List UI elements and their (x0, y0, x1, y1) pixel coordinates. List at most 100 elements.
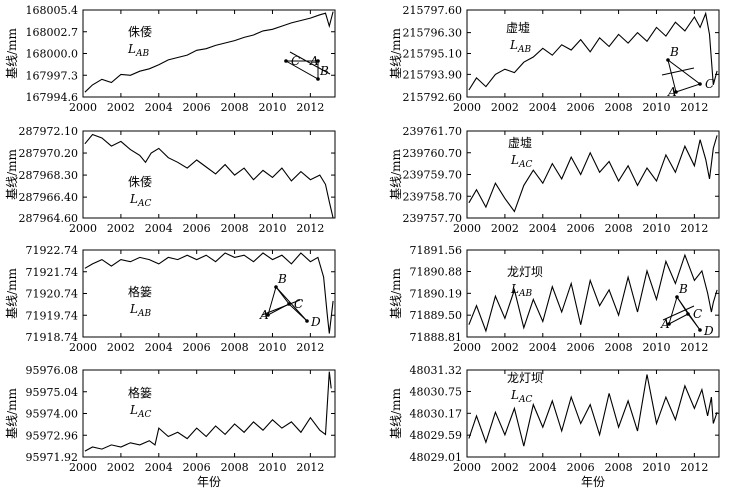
point-label: A (667, 85, 677, 99)
y-tick-label: 167994.6 (26, 91, 79, 104)
y-tick-label: 287964.60 (19, 212, 79, 225)
x-tick-label: 2002 (107, 341, 135, 354)
station-label: 虚墟 (508, 136, 532, 150)
station-label: 侏倭 (128, 175, 152, 189)
point-label: B (678, 282, 688, 296)
station-label: 龙灯坝 (507, 265, 543, 279)
x-tick-label: 2002 (491, 341, 519, 354)
network-triangle (267, 285, 290, 316)
point-label: A (259, 308, 269, 322)
series-line (468, 11, 718, 91)
y-tick-label: 71890.88 (410, 266, 463, 279)
station-point (305, 319, 309, 323)
y-tick-label: 215793.90 (403, 68, 463, 81)
x-tick-label: 2006 (567, 222, 595, 235)
station-point (698, 82, 702, 86)
x-tick-label: 2012 (680, 101, 708, 114)
x-tick-label: 2008 (605, 222, 633, 235)
baseline-label: LAB (127, 42, 149, 59)
y-tick-label: 48030.75 (410, 385, 463, 398)
station-point (686, 312, 690, 316)
y-tick-label: 239758.70 (403, 190, 463, 203)
point-label: C (294, 297, 303, 311)
x-tick-label: 2006 (567, 101, 595, 114)
y-tick-label: 95974.00 (26, 408, 79, 421)
y-tick-label: 71889.50 (410, 309, 463, 322)
x-tick-label: 2008 (221, 461, 249, 474)
fault-line (662, 305, 695, 321)
fault-line (261, 299, 301, 316)
series-line (468, 374, 718, 447)
x-tick-label: 2010 (258, 222, 286, 235)
y-axis-label: 基线/mm (389, 148, 403, 199)
y-tick-label: 239759.70 (403, 169, 463, 182)
fault-line (289, 51, 331, 75)
baseline-label: LAB (509, 38, 531, 55)
network-edge (275, 286, 308, 322)
y-tick-label: 239761.70 (403, 125, 463, 138)
network-inset: ABC (661, 45, 714, 99)
point-label: B (669, 45, 679, 59)
y-tick-label: 215792.60 (403, 91, 463, 104)
x-tick-label: 2008 (221, 341, 249, 354)
x-tick-label: 2004 (145, 341, 173, 354)
station-point (287, 302, 291, 306)
y-axis-label: 基线/mm (5, 267, 19, 318)
x-tick-label: 2006 (183, 101, 211, 114)
baseline-label: LAC (129, 403, 151, 420)
baseline-label: LAB (129, 302, 151, 319)
plot-frame (82, 249, 336, 338)
y-tick-label: 167997.3 (26, 69, 79, 82)
y-tick-label: 287972.10 (19, 125, 79, 138)
y-tick-label: 71920.74 (26, 288, 79, 301)
y-axis-label: 基线/mm (5, 27, 19, 78)
chart-panel: 2000 2002 2004 2006 2008 2010 2012 239761.70 239… (389, 125, 720, 235)
series-line (84, 133, 334, 219)
x-tick-label: 2006 (183, 341, 211, 354)
station-point (274, 285, 278, 289)
y-tick-label: 215797.60 (403, 4, 463, 17)
station-point (316, 77, 320, 81)
x-tick-label: 2006 (567, 461, 595, 474)
network-inset: A BCD (660, 282, 714, 338)
station-point (266, 313, 270, 317)
y-axis-label: 基线/mm (389, 267, 403, 318)
y-axis-label: 基线/mm (389, 387, 403, 438)
chart-panel: 2000 2002 2004 2006 2008 2010 2012 48031.32 4803… (389, 364, 720, 474)
station-label: 侏倭 (128, 25, 152, 39)
y-tick-label: 215796.30 (403, 27, 463, 40)
x-tick-label: 2010 (642, 101, 670, 114)
baseline-label: LAB (510, 282, 532, 299)
x-tick-label: 2002 (491, 101, 519, 114)
plot-frame (82, 369, 336, 458)
x-tick-label: 2000 (69, 222, 97, 235)
x-tick-label: 2000 (69, 341, 97, 354)
y-tick-label: 71922.74 (26, 244, 79, 257)
y-axis-label: 基线/mm (389, 27, 403, 78)
y-tick-label: 71888.81 (410, 331, 463, 344)
point-label: D (703, 324, 714, 338)
y-tick-label: 168002.7 (26, 26, 79, 39)
series-line (468, 253, 718, 333)
x-tick-label: 2012 (296, 101, 324, 114)
station-point (667, 322, 671, 326)
y-tick-label: 287968.30 (19, 169, 79, 182)
y-tick-label: 287966.40 (19, 191, 79, 204)
station-point (666, 58, 670, 62)
y-tick-label: 71921.74 (26, 266, 79, 279)
y-tick-label: 239757.70 (403, 212, 463, 225)
station-point (674, 90, 678, 94)
x-tick-label: 2000 (453, 101, 481, 114)
x-tick-label: 2004 (145, 101, 173, 114)
series-line (84, 11, 334, 93)
x-tick-label: 2008 (221, 222, 249, 235)
x-tick-label: 2012 (296, 222, 324, 235)
network-inset: ABC (284, 51, 331, 81)
network-triangle (284, 60, 319, 80)
x-tick-label: 2012 (680, 222, 708, 235)
x-tick-label: 2000 (453, 341, 481, 354)
x-tick-label: 2004 (529, 341, 557, 354)
x-tick-label: 2000 (453, 222, 481, 235)
station-point (698, 328, 702, 332)
station-point (284, 59, 288, 63)
